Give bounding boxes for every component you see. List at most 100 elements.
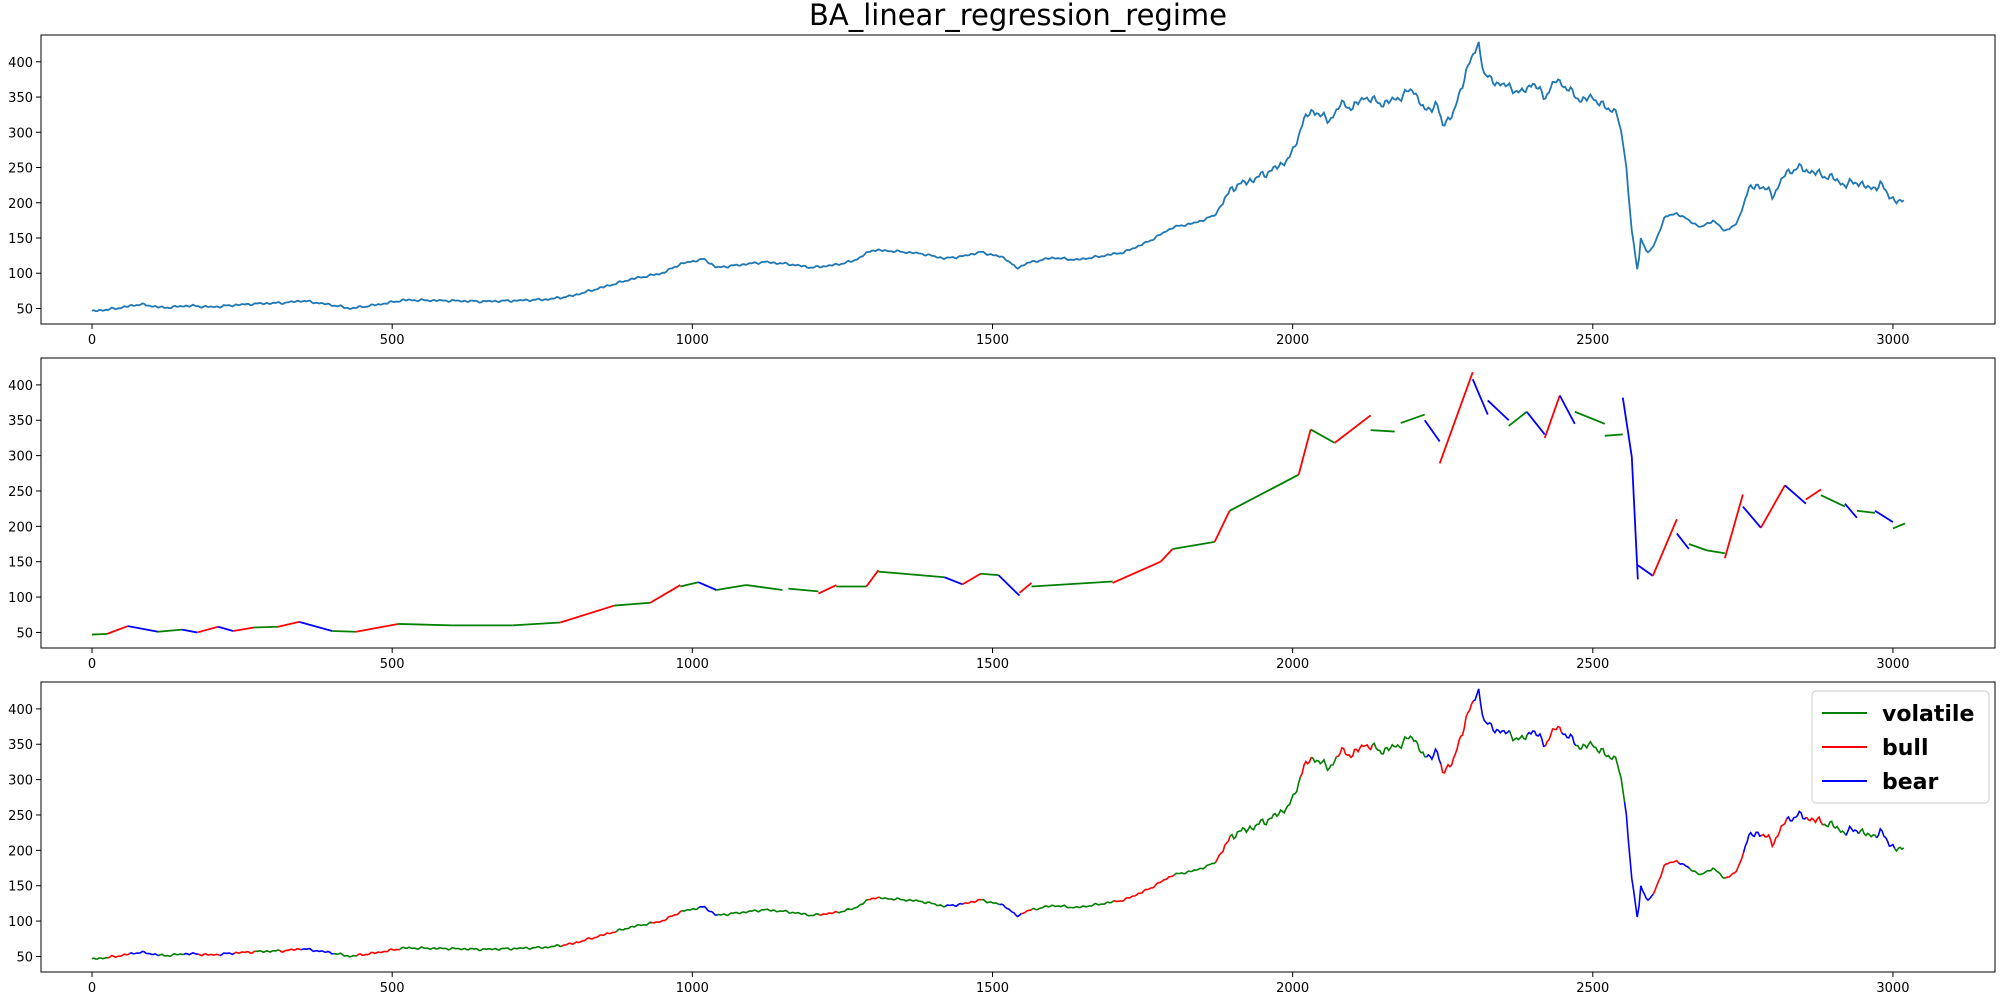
y-tick-label: 400 xyxy=(8,379,33,394)
y-tick-label: 350 xyxy=(8,91,33,106)
regression-segment-bear xyxy=(1487,399,1510,421)
subplot-price: 0 500 1000 1500 2000 2500 3000 50 100 150 200 250 30… xyxy=(8,34,1996,348)
regime-price-line-bear xyxy=(1561,732,1577,747)
regression-segment-volatile xyxy=(332,630,357,633)
regime-price-line-bear xyxy=(183,951,199,956)
regime-price-line-volatile xyxy=(333,952,357,958)
regime-price-line-volatile xyxy=(1894,846,1905,853)
regression-segment-bear xyxy=(1742,505,1762,529)
regression-segment-bear xyxy=(1471,378,1489,415)
x-tick-label: 2500 xyxy=(1576,657,1609,672)
regime-price-line-bull xyxy=(197,952,221,957)
regime-price-line-volatile xyxy=(91,956,109,960)
regime-price-line-bull xyxy=(1652,859,1680,895)
regression-segment-volatile xyxy=(512,621,561,627)
regime-price-line-bear xyxy=(1678,862,1690,869)
regression-segment-bull xyxy=(865,569,880,587)
axes-frame xyxy=(40,34,1996,325)
x-tick-label: 3000 xyxy=(1876,333,1909,348)
regression-segment-volatile xyxy=(1856,509,1876,514)
regime-price-line-volatile xyxy=(1173,861,1217,876)
y-tick-label: 50 xyxy=(16,302,33,317)
regression-segment-volatile xyxy=(746,584,783,591)
regression-segment-bull xyxy=(1438,371,1474,464)
regression-segment-volatile xyxy=(157,628,183,633)
x-tick-label: 1000 xyxy=(676,333,709,348)
regime-price-line-bull xyxy=(107,952,131,959)
regression-segment-bull xyxy=(1018,582,1033,594)
x-tick-label: 2000 xyxy=(1276,333,1309,348)
regime-price-line-bull xyxy=(1544,725,1563,747)
subplot-price_by_regime: 0 500 1000 1500 2000 2500 3000 50 100 150 200 250 30… xyxy=(8,681,1996,996)
y-tick-label: 150 xyxy=(8,556,33,571)
y-tick-label: 150 xyxy=(8,232,33,247)
regression-segment-bull xyxy=(1297,429,1312,475)
y-tick-label: 400 xyxy=(8,56,33,71)
regime-price-line-volatile xyxy=(615,921,653,933)
regime-price-line-volatile xyxy=(1508,730,1529,742)
regression-segment-volatile xyxy=(91,632,108,636)
regime-price-line-bear xyxy=(129,950,160,957)
regime-price-line-volatile xyxy=(878,896,947,908)
regime-price-line-volatile xyxy=(1575,740,1626,803)
y-tick-label: 200 xyxy=(8,197,33,212)
regression-segment-bull xyxy=(1112,560,1161,584)
regression-segment-bear xyxy=(1874,510,1894,523)
regime-price-line-bull xyxy=(356,948,401,957)
regime-price-line-volatile xyxy=(716,908,821,917)
regression-segment-bear xyxy=(181,628,198,634)
x-tick-label: 500 xyxy=(380,981,405,996)
regression-segment-bull xyxy=(1805,488,1822,501)
regime-price-line-volatile xyxy=(837,898,869,914)
regime-price-line-volatile xyxy=(1688,867,1726,880)
regression-segment-bull xyxy=(818,584,837,595)
subplot-regression_segments: 0 500 1000 1500 2000 2500 3000 50 100 150 200 250 30… xyxy=(8,357,1996,672)
regression-segment-bull xyxy=(232,626,255,632)
subplots: 0 500 1000 1500 2000 2500 30005010015020025030… xyxy=(8,34,1996,996)
regime-price-line-bull xyxy=(1021,908,1033,915)
regression-segment-bull xyxy=(196,625,219,634)
regression-segment-volatile xyxy=(788,587,819,593)
regression-segment-bull xyxy=(277,620,300,628)
regime-price-line-bear xyxy=(1623,801,1655,918)
x-tick-label: 2500 xyxy=(1576,333,1609,348)
axes-frame xyxy=(40,357,1996,649)
regime-price-line-bear xyxy=(1786,810,1808,822)
regression-segment-volatile xyxy=(1508,411,1528,427)
regression-segment-bear xyxy=(697,581,717,591)
regression-segment-volatile xyxy=(254,625,279,629)
regression-segment-volatile xyxy=(1031,580,1113,588)
regression-segment-volatile xyxy=(1892,522,1906,530)
regime-price-line-bear xyxy=(300,947,334,955)
legend: volatile bull bear xyxy=(1811,690,1990,804)
regression-segment-bear xyxy=(1558,395,1576,425)
chart-title: BA_linear_regression_regime xyxy=(809,0,1227,32)
regression-segment-bull xyxy=(1723,494,1744,559)
regression-segment-bear xyxy=(127,625,159,633)
regime-price-line-bull xyxy=(963,898,982,905)
regime-price-line-volatile xyxy=(1372,735,1427,758)
legend-label-volatile: volatile xyxy=(1882,702,1974,727)
x-tick-label: 2000 xyxy=(1276,981,1309,996)
y-tick-label: 350 xyxy=(8,738,33,753)
regime-price-line-bear xyxy=(945,902,964,907)
regression-segment-bull xyxy=(1651,518,1678,577)
regression-segment-volatile xyxy=(1574,410,1606,425)
y-tick-label: 150 xyxy=(8,880,33,895)
regression-segment-volatile xyxy=(980,572,999,577)
x-tick-label: 1500 xyxy=(976,657,1009,672)
regression-segment-volatile xyxy=(1604,433,1623,437)
regression-segment-volatile xyxy=(614,601,651,607)
regime-price-line-bull xyxy=(1336,743,1374,759)
y-tick-label: 350 xyxy=(8,414,33,429)
regime-price-line-volatile xyxy=(1031,900,1114,911)
regime-price-line-volatile xyxy=(981,898,1000,906)
regression-segment-bull xyxy=(1543,395,1561,439)
y-tick-label: 100 xyxy=(8,915,33,930)
regression-segment-volatile xyxy=(716,584,747,591)
legend-box xyxy=(1811,690,1990,804)
regression-segment-bull xyxy=(649,584,681,604)
y-tick-label: 300 xyxy=(8,774,33,789)
regime-price-line-bull xyxy=(819,910,838,916)
regression-segment-bull xyxy=(1760,484,1786,529)
